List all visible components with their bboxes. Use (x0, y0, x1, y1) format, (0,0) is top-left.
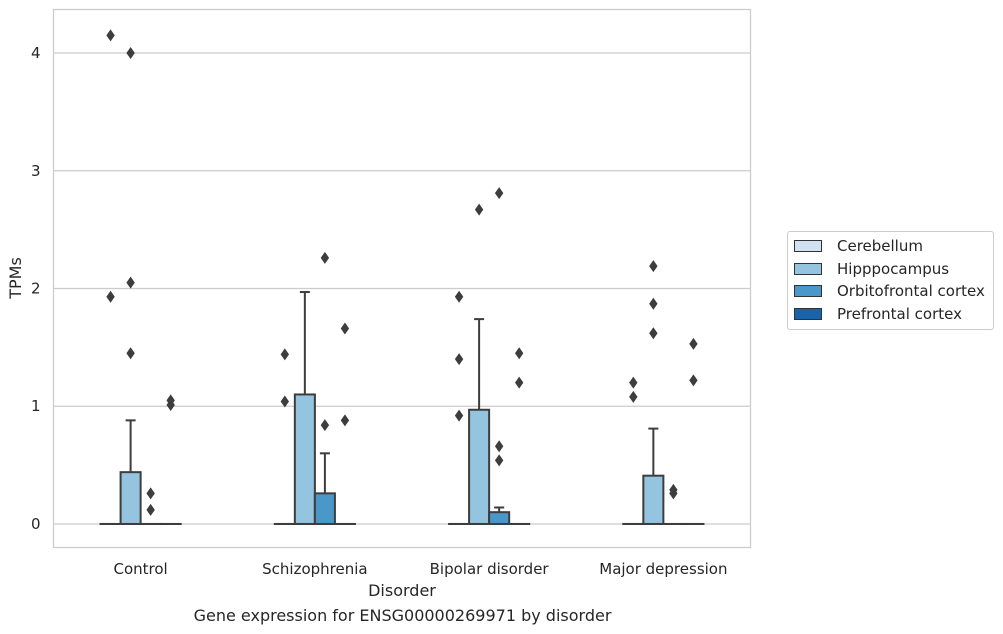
outlier-point (649, 327, 658, 340)
outlier-point (689, 374, 698, 387)
box (488, 511, 511, 525)
outlier-point (106, 290, 115, 303)
outlier-point (340, 414, 350, 427)
legend-swatch (794, 285, 822, 298)
y-axis-label: TPMs (6, 257, 25, 300)
legend-label: Prefrontal cortex (837, 304, 962, 323)
grid-layer (53, 52, 751, 525)
chart-caption: Gene expression for ENSG00000269971 by d… (193, 606, 612, 625)
outlier-point (494, 454, 504, 467)
outlier-point (649, 297, 658, 310)
legend-item: Orbitofrontal cortex (788, 280, 993, 303)
x-tick-label: Major depression (599, 560, 727, 578)
box (313, 492, 336, 525)
y-tick-label: 0 (31, 515, 41, 533)
legend-label: Orbitofrontal cortex (837, 282, 985, 301)
outlier-point (494, 440, 504, 453)
outlier-point (126, 347, 135, 360)
outlier-point (514, 376, 524, 389)
legend-swatch (794, 307, 822, 320)
y-tick-label: 3 (31, 162, 41, 180)
outlier-point (474, 203, 484, 216)
legend-swatch (794, 240, 822, 253)
y-tick-label: 1 (31, 397, 41, 415)
outlier-point (454, 409, 464, 422)
legend-item: Prefrontal cortex (788, 303, 993, 326)
x-tick-label: Control (114, 560, 168, 578)
legend-label: Hipppocampus (837, 259, 950, 278)
outlier-point (629, 390, 638, 403)
outlier-point (454, 290, 464, 303)
outlier-layer (106, 29, 698, 516)
legend-item: Cerebellum (788, 235, 993, 258)
outlier-point (166, 394, 175, 407)
outlier-point (340, 322, 350, 335)
outlier-point (126, 47, 135, 60)
x-tick-label: Bipolar disorder (430, 560, 550, 578)
legend-label: Cerebellum (837, 237, 923, 256)
box (642, 474, 665, 525)
x-tick-labels: Control Schizophrenia Bipolar disorder Majo… (114, 560, 728, 578)
plot-area-frame (52, 8, 752, 549)
box (119, 471, 142, 525)
box-layer (99, 291, 705, 525)
outlier-point (106, 29, 115, 42)
legend-swatch (794, 262, 822, 275)
outlier-point (494, 187, 504, 200)
outlier-point (649, 260, 658, 273)
y-tick-labels: 0 1 2 3 4 (31, 44, 41, 533)
outlier-point (320, 419, 330, 432)
outlier-point (454, 353, 464, 366)
legend-item: Hipppocampus (788, 258, 993, 281)
y-tick-label: 4 (31, 44, 41, 62)
box (468, 408, 491, 525)
outlier-point (126, 276, 135, 289)
box (293, 393, 316, 525)
outlier-point (146, 487, 155, 500)
outlier-point (514, 347, 524, 360)
outlier-point (146, 503, 155, 516)
legend: Cerebellum Hipppocampus Orbitofrontal cort… (787, 231, 994, 330)
outlier-point (320, 251, 330, 264)
outlier-point (280, 395, 290, 408)
x-tick-label: Schizophrenia (262, 560, 367, 578)
outlier-point (280, 348, 290, 361)
x-axis-label: Disorder (368, 581, 436, 600)
outlier-point (689, 337, 698, 350)
outlier-point (629, 376, 638, 389)
y-tick-label: 2 (31, 280, 41, 298)
outlier-point (669, 483, 678, 496)
